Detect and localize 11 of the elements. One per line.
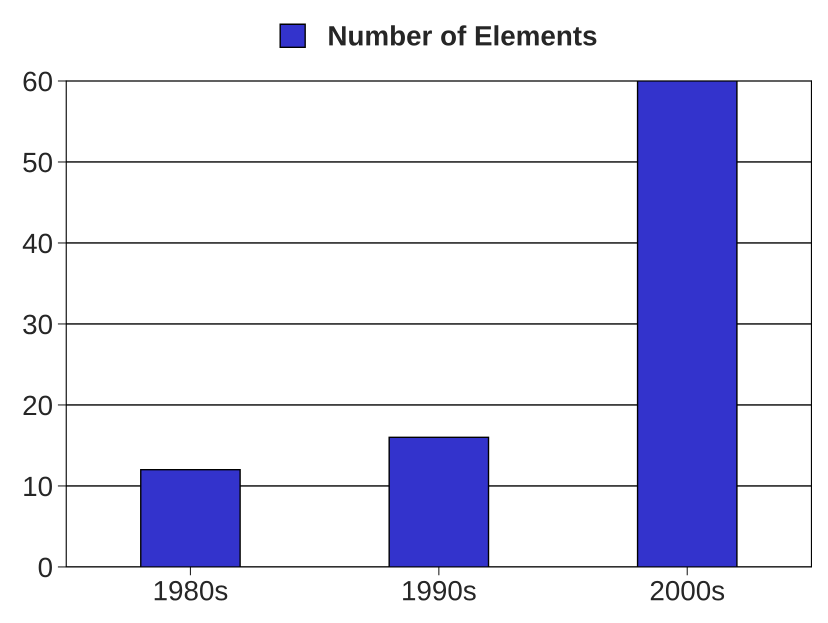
x-tick-label: 1990s	[403, 580, 476, 601]
y-tick-label: 30	[23, 314, 52, 334]
y-tick-label: 40	[22, 234, 52, 254]
y-tick-label: 0	[38, 558, 52, 578]
y-tick-label: 10	[24, 476, 52, 496]
x-tick-label: 1980s	[154, 580, 228, 601]
y-tick-label: 60	[24, 72, 52, 92]
legend-label: Number of Elements	[329, 25, 596, 46]
x-tick-label: 2000s	[650, 580, 724, 601]
y-tick-label: 20	[24, 396, 52, 416]
y-tick-label: 50	[23, 152, 52, 172]
